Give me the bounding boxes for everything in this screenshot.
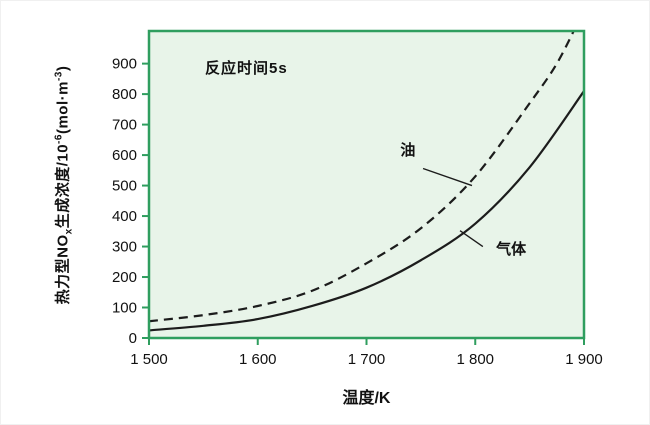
y-tick-label: 300 bbox=[112, 239, 137, 256]
leader-line-gas bbox=[459, 230, 484, 248]
chart-frame bbox=[147, 29, 586, 340]
series-label-gas: 气体 bbox=[495, 240, 527, 258]
x-tick-label: 1 800 bbox=[456, 351, 494, 368]
y-axis-label: 热力型NOx生成浓度/10-6(mol·m-3) bbox=[52, 66, 75, 305]
curve-oil bbox=[149, 31, 575, 323]
leader-line-oil bbox=[422, 167, 473, 187]
x-tick-label: 1 500 bbox=[130, 351, 168, 368]
y-tick-label: 900 bbox=[112, 56, 137, 73]
y-tick-label: 0 bbox=[129, 330, 137, 347]
y-tick-label: 200 bbox=[112, 269, 137, 286]
y-axis-label-part: 生成浓度/10 bbox=[54, 143, 72, 229]
y-tick-label: 600 bbox=[112, 147, 137, 164]
curve-gas bbox=[149, 90, 584, 332]
y-axis-label-part: 热力型NO bbox=[54, 234, 72, 305]
y-tick-label: 800 bbox=[112, 86, 137, 103]
y-axis-label-subscript: x bbox=[63, 228, 75, 235]
y-tick-label: 700 bbox=[112, 117, 137, 134]
x-tick-label: 1 600 bbox=[239, 351, 277, 368]
y-tick-label: 400 bbox=[112, 208, 137, 225]
x-tick-label: 1 900 bbox=[565, 351, 603, 368]
y-axis-label-part: ) bbox=[54, 65, 72, 72]
x-tick-label: 1 700 bbox=[348, 351, 386, 368]
y-tick-label: 500 bbox=[112, 178, 137, 195]
y-axis-label-superscript: -3 bbox=[53, 71, 65, 82]
y-axis-label-superscript: -6 bbox=[53, 134, 65, 144]
x-axis-label: 温度/K bbox=[342, 390, 391, 407]
series-label-oil: 油 bbox=[400, 141, 415, 159]
y-tick-label: 100 bbox=[112, 300, 137, 317]
annotation-reaction-time: 反应时间5s bbox=[205, 60, 288, 77]
y-axis-label-part: (mol·m bbox=[54, 81, 72, 135]
